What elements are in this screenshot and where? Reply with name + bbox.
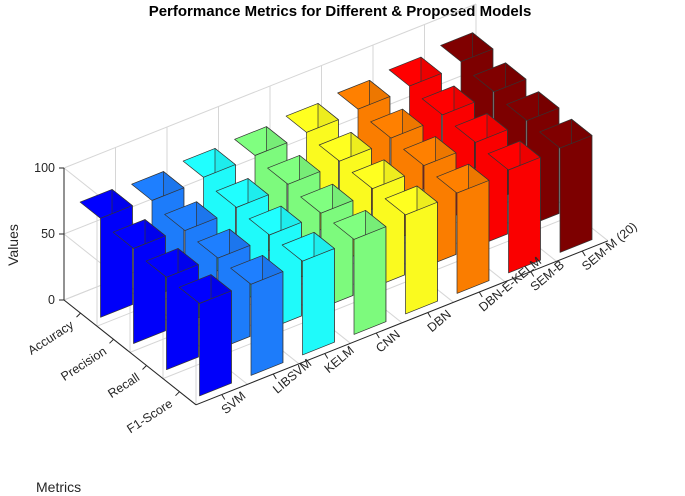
bar-front — [353, 226, 387, 335]
bar-front — [166, 264, 199, 371]
model-tick — [581, 250, 586, 257]
bar-front — [559, 135, 593, 253]
metric-tick-label: Precision — [58, 344, 109, 384]
bars — [79, 32, 593, 397]
metric-tick — [109, 338, 114, 344]
bar-front — [508, 156, 541, 274]
bar-f1-score-sem-m-20- — [539, 118, 593, 253]
model-tick — [427, 312, 432, 318]
metric-tick-label: F1-Score — [124, 396, 175, 436]
model-tick-label: SVM — [219, 389, 249, 417]
bar-front — [250, 271, 284, 376]
z-tick-label: 0 — [48, 293, 55, 307]
metric-tick-label: Recall — [105, 370, 142, 401]
bar-front — [133, 235, 166, 344]
model-tick — [375, 332, 380, 339]
bar-f1-score-cnn — [333, 210, 387, 335]
metrics-axis-line — [63, 299, 197, 406]
models-axis-line — [195, 240, 609, 406]
bar-precision-svm — [112, 219, 166, 344]
z-tick-label: 50 — [41, 227, 55, 241]
axes — [59, 167, 609, 406]
bar-front — [199, 290, 232, 397]
chart-title: Performance Metrics for Different & Prop… — [149, 3, 532, 20]
z-tick-label: 100 — [34, 161, 55, 175]
x-axis-label: Metrics — [36, 479, 81, 495]
bar-front — [456, 180, 490, 294]
z-axis-label: Values — [5, 224, 21, 266]
model-tick-label: DBN — [425, 307, 454, 335]
model-tick-label: CNN — [373, 327, 403, 355]
bar-front — [100, 205, 133, 318]
bar-f1-score-libsvm — [230, 255, 284, 376]
metric-tick-label: Accuracy — [25, 317, 76, 357]
model-tick — [478, 291, 483, 298]
model-tick — [324, 353, 329, 359]
bar-front — [302, 248, 335, 356]
bar-front — [405, 201, 438, 315]
bar-f1-score-svm — [178, 274, 232, 397]
bar-f1-score-sem-b — [487, 140, 541, 274]
model-tick — [272, 373, 277, 380]
metric-tick — [142, 365, 147, 370]
bar-f1-score-dbn-elm — [436, 163, 490, 294]
model-tick — [530, 271, 535, 277]
metric-tick — [175, 391, 180, 397]
bar-f1-score-dbn — [384, 185, 438, 315]
bar-f1-score-kelm — [281, 231, 335, 356]
metric-tick — [76, 312, 81, 318]
model-tick — [221, 394, 226, 400]
